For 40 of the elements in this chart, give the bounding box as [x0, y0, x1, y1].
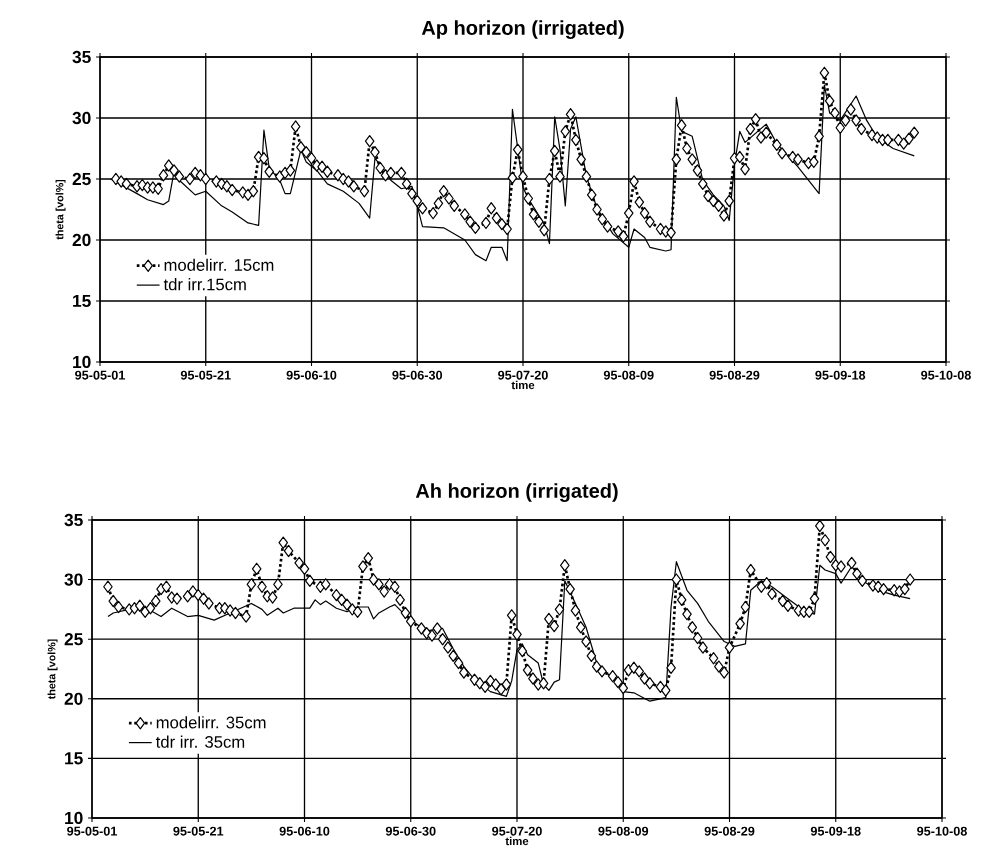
x-tick-label: 95-08-09: [598, 826, 649, 836]
y-tick-label: 15: [65, 752, 83, 765]
y-tick-label: 20: [72, 233, 91, 247]
x-tick-label: 95-10-08: [921, 370, 971, 380]
y-tick-label: 25: [72, 172, 91, 186]
x-tick-label: 95-08-09: [603, 370, 654, 380]
x-tick-label: 95-07-20: [498, 370, 548, 380]
x-tick-label: 95-05-01: [75, 370, 125, 380]
y-tick-label: 35: [72, 50, 91, 64]
y-tick-label: 30: [72, 111, 91, 125]
chart-title: Ah horizon (irrigated): [415, 483, 618, 502]
y-tick-label: 35: [64, 513, 83, 527]
y-tick-label: 15: [73, 294, 91, 308]
y-tick-label: 30: [64, 573, 83, 586]
y-tick-label: 20: [64, 692, 83, 705]
y-axis-title: theta [vol%]: [47, 639, 58, 700]
x-tick-label: 95-07-20: [492, 826, 542, 836]
legend-label: tdr irr. 35cm: [155, 735, 245, 748]
x-tick-label: 95-08-29: [709, 370, 760, 380]
x-tick-label: 95-06-10: [279, 826, 330, 836]
x-tick-label: 95-09-18: [815, 370, 866, 380]
x-tick-label: 95-06-30: [392, 370, 443, 380]
x-tick-label: 95-05-01: [67, 826, 117, 836]
chart-title: Ap horizon (irrigated): [421, 20, 624, 39]
legend-label: modelirr. 35cm: [156, 716, 266, 729]
y-tick-label: 25: [64, 633, 83, 646]
y-tick-label: 10: [65, 811, 83, 825]
x-tick-label: 95-08-29: [704, 826, 755, 836]
x-tick-label: 95-09-18: [810, 826, 861, 836]
x-tick-label: 95-10-08: [917, 826, 967, 836]
y-axis-title: theta [vol%]: [55, 179, 66, 240]
x-tick-label: 95-06-30: [385, 826, 436, 836]
x-tick-label: 95-05-21: [173, 826, 224, 836]
x-tick-label: 95-05-21: [180, 370, 231, 380]
legend-label: modelirr. 15cm: [164, 258, 274, 271]
x-tick-label: 95-06-10: [286, 370, 337, 380]
x-axis-title: time: [505, 836, 529, 846]
x-axis-title: time: [511, 380, 535, 390]
legend-label: tdr irr.15cm: [163, 278, 246, 291]
y-tick-label: 10: [73, 355, 91, 369]
